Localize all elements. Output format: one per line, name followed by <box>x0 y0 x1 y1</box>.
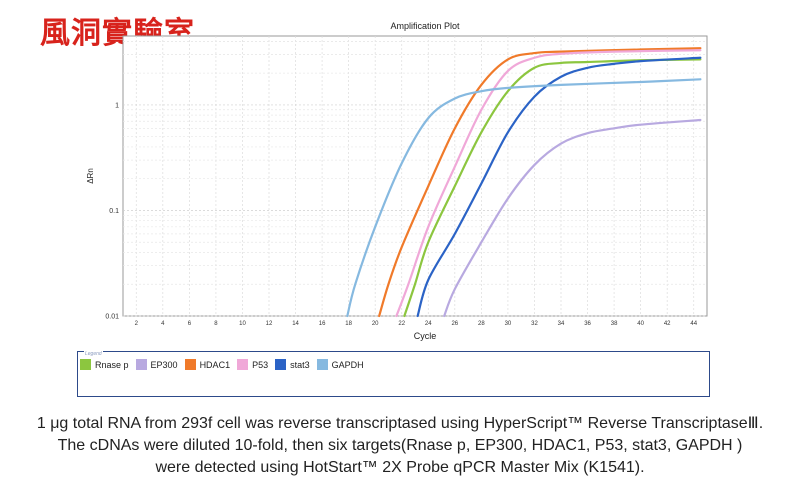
x-tick-label: 26 <box>451 321 458 327</box>
legend-label: Rnase p <box>95 359 129 370</box>
legend-label: EP300 <box>150 359 178 370</box>
legend-swatch <box>316 359 328 370</box>
x-tick-label: 14 <box>292 321 299 327</box>
x-tick-label: 30 <box>505 321 512 327</box>
x-tick-label: 22 <box>398 321 405 327</box>
x-tick-label: 44 <box>690 321 697 327</box>
x-tick-label: 4 <box>161 321 165 327</box>
legend-label: stat3 <box>290 359 310 370</box>
legend-swatch <box>184 359 196 370</box>
x-tick-label: 6 <box>188 321 192 327</box>
legend-items: Rnase p EP300 HDAC1 P53 stat3 GAPDH <box>80 359 371 370</box>
legend-item: EP300 <box>135 359 178 370</box>
y-tick-label: 1 <box>115 102 119 109</box>
legend-item: P53 <box>237 359 268 370</box>
legend-label: GAPDH <box>331 359 364 370</box>
caption-line-1: 1 μg total RNA from 293f cell was revers… <box>36 415 764 432</box>
y-tick-label: 0.1 <box>109 208 119 215</box>
x-tick-label: 24 <box>425 321 432 327</box>
x-tick-label: 32 <box>531 321 538 327</box>
legend-item: stat3 <box>275 359 310 370</box>
legend-label: HDAC1 <box>199 359 231 370</box>
series-line-ep300 <box>443 118 702 318</box>
legend-swatch <box>237 359 249 370</box>
x-tick-label: 42 <box>664 321 671 327</box>
x-tick-label: 2 <box>135 321 139 327</box>
x-tick-label: 18 <box>345 321 352 327</box>
series-line-stat3 <box>416 56 702 318</box>
x-tick-label: 38 <box>611 321 618 327</box>
caption-line-3: were detected using HotStart™ 2X Probe q… <box>155 459 645 476</box>
x-tick-label: 10 <box>239 321 246 327</box>
y-axis-label: ΔRn <box>86 168 95 184</box>
caption-line-2: The cDNAs were diluted 10-fold, then six… <box>57 437 743 454</box>
x-tick-label: 28 <box>478 321 485 327</box>
series-line-gapdh <box>346 78 702 318</box>
legend-item: GAPDH <box>316 359 364 370</box>
series-line-hdac1 <box>378 47 702 318</box>
legend-swatch <box>275 359 287 370</box>
legend-swatch <box>80 359 91 370</box>
legend-label: P53 <box>252 359 269 370</box>
amplification-chart: 2 4 6 8 10 12 14 16 18 20 22 24 26 28 30 32 34 36 38 40 42 44… <box>86 21 708 341</box>
series-line-rnase-p <box>403 58 702 318</box>
x-tick-label: 40 <box>637 321 644 327</box>
chart-title: Amplification Plot <box>390 21 460 31</box>
x-tick-label: 8 <box>214 321 218 327</box>
x-tick-label: 16 <box>319 321 326 327</box>
legend-title: Legend <box>84 351 103 357</box>
caption: 1 μg total RNA from 293f cell was revers… <box>0 413 800 479</box>
legend-item: Rnase p <box>80 359 129 370</box>
series-line-p53 <box>395 49 702 318</box>
x-axis-label: Cycle <box>414 331 437 341</box>
legend-box: Legend Rnase p EP300 HDAC1 P53 stat3 GAPDH <box>77 351 710 397</box>
plot-area <box>122 35 708 317</box>
x-tick-label: 34 <box>558 321 565 327</box>
x-tick-label: 20 <box>372 321 379 327</box>
x-tick-label: 36 <box>584 321 591 327</box>
legend-item: HDAC1 <box>184 359 231 370</box>
legend-swatch <box>135 359 147 370</box>
y-tick-label: 0.01 <box>105 314 119 321</box>
x-tick-label: 12 <box>266 321 273 327</box>
